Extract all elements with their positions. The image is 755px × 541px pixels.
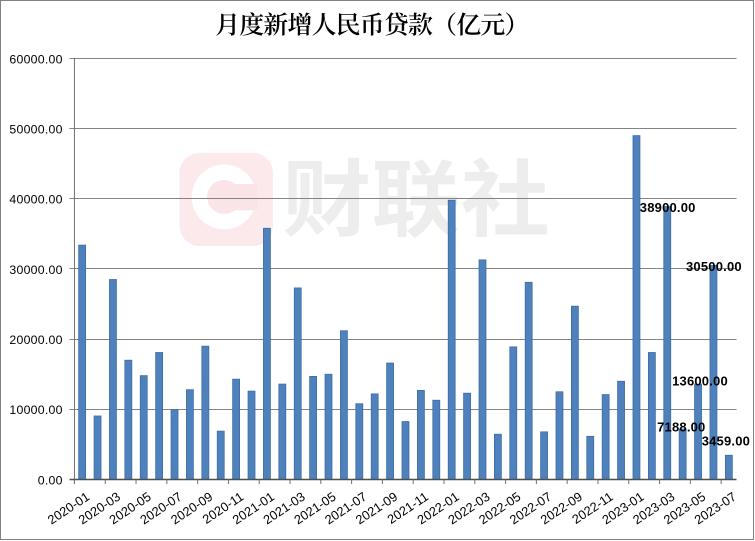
svg-text:10000.00: 10000.00	[9, 403, 62, 417]
svg-text:38900.00: 38900.00	[640, 200, 696, 215]
svg-text:3459.00: 3459.00	[702, 434, 750, 449]
svg-text:60000.00: 60000.00	[9, 52, 62, 66]
svg-text:30500.00: 30500.00	[686, 259, 742, 274]
svg-text:7188.00: 7188.00	[657, 419, 705, 434]
svg-text:20000.00: 20000.00	[9, 333, 62, 347]
svg-text:13600.00: 13600.00	[672, 374, 728, 389]
svg-text:40000.00: 40000.00	[9, 193, 62, 207]
svg-text:0.00: 0.00	[38, 473, 63, 487]
svg-text:50000.00: 50000.00	[9, 122, 62, 136]
svg-text:30000.00: 30000.00	[9, 263, 62, 277]
